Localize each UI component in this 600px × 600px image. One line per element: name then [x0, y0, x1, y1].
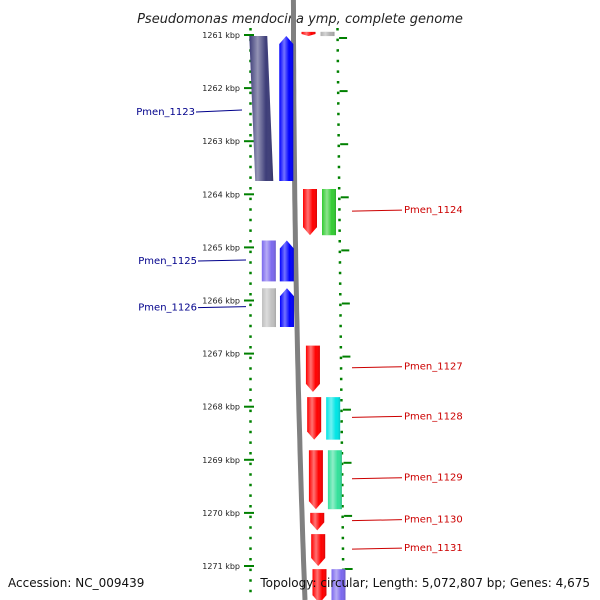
gene-unlabeled: [249, 36, 294, 182]
gene-label-leader: [351, 477, 403, 480]
gene-label-leader: [197, 259, 247, 262]
scale-tick-label: 1264 kbp: [202, 190, 240, 199]
gene-cog-shine: [261, 240, 276, 282]
genes-layer: [249, 31, 346, 600]
gene-cog-shine: [326, 397, 341, 440]
gene-label: Pmen_1128: [404, 411, 463, 422]
gene-label-pmen-1123: Pmen_1123: [136, 107, 195, 118]
scale-tick-label: 1263 kbp: [202, 137, 240, 146]
scale-tick-label: 1268 kbp: [202, 403, 240, 412]
gene-unlabeled: [312, 569, 346, 600]
backbone: [290, 0, 308, 600]
scale-tick-label: 1266 kbp: [202, 297, 240, 306]
gene-cds-shine: [307, 397, 322, 440]
gene-cog-shine: [331, 569, 346, 600]
gene-pmen_1126: [261, 288, 294, 328]
scale-tick-label: 1269 kbp: [202, 456, 240, 465]
gene-cog-shine: [249, 36, 274, 182]
gene-label-leader: [197, 306, 247, 309]
gene-cds-shine: [279, 240, 294, 282]
scale-ticks: 1261 kbp 1262 kbp 1263 kbp 1264 kbp 1265 kbp…: [202, 31, 353, 571]
gene-labels-layer: Pmen_1124 Pmen_1125 Pmen_1126 Pmen_1127 Pmen…: [136, 107, 462, 554]
gene-cds-shine: [302, 188, 317, 236]
scale-tick-label: 1267 kbp: [202, 350, 240, 359]
gene-cds-shine: [279, 288, 294, 328]
gene-cds-shine: [279, 36, 294, 182]
scale-tick-label: 1265 kbp: [202, 243, 240, 252]
gene-cog-shine: [327, 450, 342, 510]
gene-label: Pmen_1127: [404, 362, 463, 373]
genome-backbone: [290, 0, 308, 600]
scale-tick-label: 1270 kbp: [202, 509, 240, 518]
gene-label: Pmen_1124: [404, 205, 463, 216]
gene-pmen_1127: [305, 345, 320, 392]
gene-pmen_1124: [302, 188, 336, 236]
gene-label-leader: [351, 209, 403, 212]
map-title: Pseudomonas mendocina ymp, complete geno…: [137, 12, 463, 27]
gene-label: Pmen_1131: [404, 543, 463, 554]
gene-cds-shine: [310, 512, 325, 531]
gene-label-leader: [351, 366, 403, 369]
gene-label: Pmen_1130: [404, 515, 463, 526]
right-scale-line: [336, 27, 345, 600]
gene-label: Pmen_1126: [138, 303, 197, 314]
scale-tick-label: 1271 kbp: [202, 562, 240, 571]
gene-pmen_1130: [310, 512, 325, 531]
gene-pmen_1125: [261, 240, 294, 282]
gene-label-leader: [195, 109, 243, 113]
gene-label: Pmen_1129: [404, 473, 463, 484]
accession-text: Accession: NC_009439: [8, 576, 144, 590]
gene-label: Pmen_1125: [138, 256, 197, 267]
gene-pmen_1129: [308, 450, 342, 510]
scale-tick-label: 1262 kbp: [202, 84, 240, 93]
gene-unlabeled: [301, 31, 335, 37]
gene-label-leader: [351, 547, 403, 550]
gene-label-leader: [351, 519, 403, 522]
gene-cog-shine: [320, 31, 335, 37]
gene-cds-shine: [312, 569, 327, 600]
gene-cds-shine: [301, 31, 316, 37]
gene-pmen_1131: [311, 534, 326, 566]
gene-label-leader: [351, 415, 403, 418]
gene-cds-shine: [308, 450, 323, 510]
gene-pmen_1128: [307, 397, 341, 440]
topology-text: Topology: circular; Length: 5,072,807 bp…: [259, 576, 590, 590]
gene-cds-shine: [311, 534, 326, 566]
gene-cds-shine: [305, 345, 320, 392]
gene-cog-shine: [261, 288, 276, 328]
scale-tick-label: 1261 kbp: [202, 31, 240, 40]
gene-cog-shine: [321, 188, 336, 236]
